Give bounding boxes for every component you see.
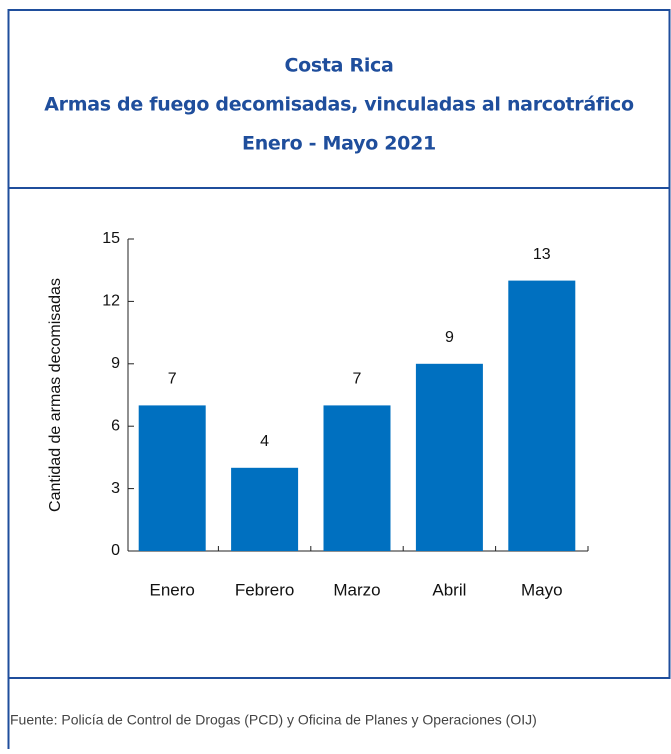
value-label: 13	[533, 246, 551, 263]
value-label: 7	[168, 371, 177, 388]
y-tick-label: 9	[111, 355, 120, 372]
value-label: 9	[445, 329, 454, 346]
y-tick-label: 0	[111, 542, 120, 559]
x-tick-label: Abril	[432, 580, 466, 599]
y-tick-label: 15	[102, 230, 120, 247]
x-tick-label: Enero	[150, 580, 195, 599]
y-tick-label: 12	[102, 293, 120, 310]
value-label: 7	[353, 371, 362, 388]
bar	[415, 363, 483, 551]
chart-title: Costa Rica	[284, 55, 393, 77]
chart-period: Enero - Mayo 2021	[242, 133, 436, 155]
bar	[138, 405, 206, 551]
y-tick-label: 3	[111, 480, 120, 497]
x-tick-label: Febrero	[235, 580, 295, 599]
y-tick-label: 6	[111, 417, 120, 434]
x-tick-label: Marzo	[333, 580, 380, 599]
bar	[323, 405, 391, 551]
chart-subtitle: Armas de fuego decomisadas, vinculadas a…	[44, 94, 634, 116]
bar	[508, 280, 576, 551]
x-tick-label: Mayo	[521, 580, 563, 599]
value-label: 4	[260, 433, 269, 450]
bar	[231, 467, 299, 551]
source: Fuente: Policía de Control de Drogas (PC…	[10, 712, 537, 728]
frame	[7, 9, 671, 679]
y-axis-label: Cantidad de armas decomisadas	[47, 278, 64, 512]
